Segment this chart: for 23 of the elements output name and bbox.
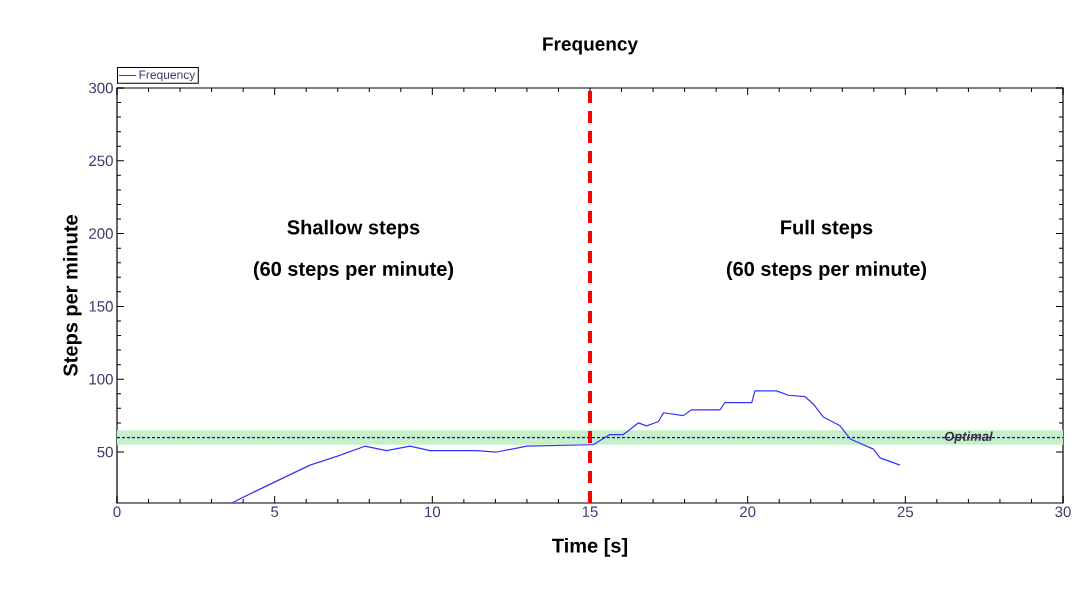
y-tick-label: 300 <box>89 82 113 94</box>
annotation: Shallow steps <box>287 219 420 239</box>
x-tick-label: 0 <box>113 506 121 518</box>
x-tick-label: 30 <box>1055 506 1071 518</box>
x-tick-label: 20 <box>740 506 756 518</box>
ref-line-label: Optimal <box>944 431 993 444</box>
x-tick-label: 5 <box>271 506 279 517</box>
y-tick-label: 250 <box>89 155 113 167</box>
y-tick-label: 50 <box>97 446 113 458</box>
x-axis-title: Time [s] <box>552 538 628 557</box>
legend-label: Frequency <box>139 70 196 82</box>
annotation: Full steps <box>781 219 873 239</box>
y-axis-title: Steps per minute <box>62 215 82 377</box>
y-tick-label: 100 <box>89 373 113 385</box>
x-tick-label: 10 <box>425 506 441 518</box>
line-series <box>231 390 901 503</box>
chart-title: Frequency <box>543 37 638 55</box>
annotation: (60 steps per minute) <box>253 261 454 280</box>
annotation: (60 steps per minute) <box>726 261 927 280</box>
y-tick-label: 200 <box>89 228 113 239</box>
y-tick-label: 150 <box>89 301 113 312</box>
x-tick-label: 25 <box>897 506 914 518</box>
x-tick-label: 15 <box>582 506 598 517</box>
